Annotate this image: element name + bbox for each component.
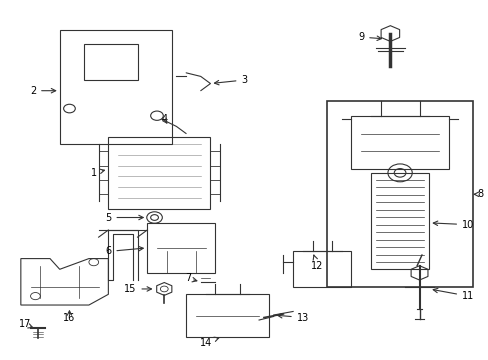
Text: 11: 11: [432, 288, 473, 301]
Text: 7: 7: [184, 273, 191, 283]
Text: 17: 17: [19, 319, 31, 329]
Text: 2: 2: [30, 86, 56, 96]
Text: 1: 1: [90, 168, 104, 178]
Text: 14: 14: [199, 337, 219, 347]
Text: 9: 9: [357, 32, 381, 42]
Text: 13: 13: [277, 312, 308, 323]
Text: 4: 4: [161, 114, 167, 124]
Text: 6: 6: [105, 247, 143, 256]
Text: 16: 16: [63, 312, 76, 323]
Text: 5: 5: [105, 212, 143, 222]
Text: 12: 12: [310, 255, 323, 271]
Text: 8: 8: [473, 189, 483, 199]
Text: 15: 15: [124, 284, 151, 294]
Text: 10: 10: [432, 220, 473, 230]
Text: 3: 3: [214, 75, 247, 85]
